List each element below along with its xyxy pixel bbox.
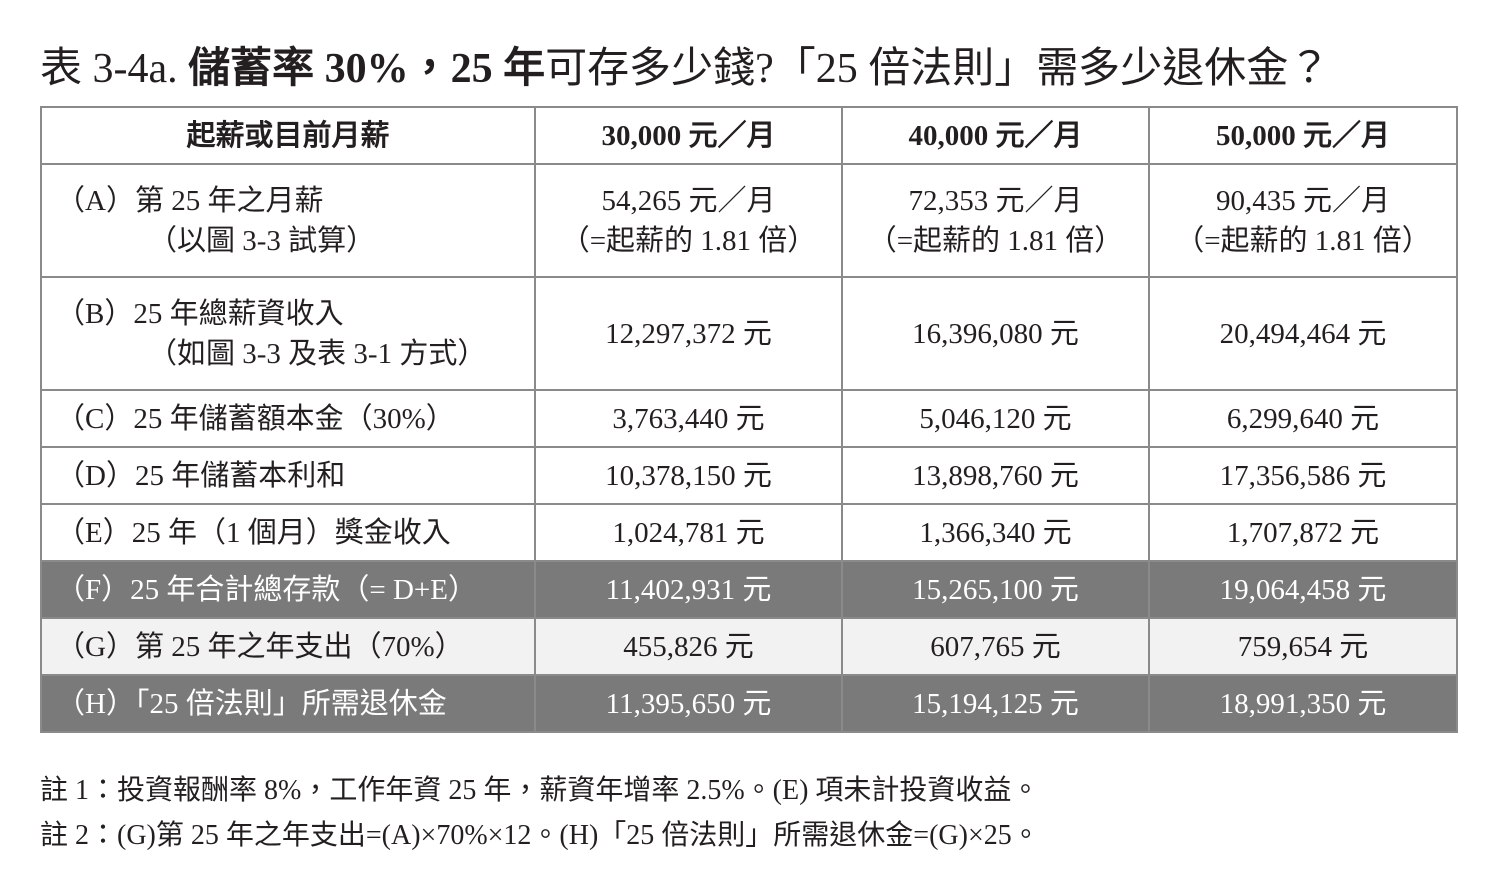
cell-line: （=起薪的 1.81 倍） bbox=[1175, 224, 1431, 257]
table-cell: 11,395,650 元 bbox=[534, 674, 843, 733]
header-row: 起薪或目前月薪 30,000 元／月 40,000 元／月 50,000 元／月 bbox=[40, 106, 1458, 165]
data-table: 起薪或目前月薪 30,000 元／月 40,000 元／月 50,000 元／月 （A… bbox=[40, 106, 1458, 733]
table-cell: 10,378,150 元 bbox=[534, 446, 843, 505]
note: 註 2：(G)第 25 年之年支出=(A)×70%×12。(H)「25 倍法則」… bbox=[40, 820, 1040, 851]
cell-line: 16,396,080 元 bbox=[912, 317, 1079, 350]
title-part: 表 3-4a. bbox=[40, 46, 189, 92]
cell-line: （F）25 年合計總存款（= D+E） bbox=[56, 573, 477, 606]
cell-line: 90,435 元／月 bbox=[1215, 184, 1390, 217]
row-label: （F）25 年合計總存款（= D+E） bbox=[40, 560, 536, 619]
table-cell: 607,765 元 bbox=[841, 617, 1150, 676]
cell-line: （以圖 3-3 試算） bbox=[148, 224, 376, 257]
cell-line: （B）25 年總薪資收入 bbox=[56, 297, 344, 330]
table-row: （D）25 年儲蓄本利和 10,378,150 元 13,898,760 元 17,3… bbox=[40, 446, 1458, 505]
notes: 註 1：投資報酬率 8%，工作年資 25 年，薪資年增率 2.5%。(E) 項未… bbox=[40, 768, 1040, 858]
table-cell: 18,991,350 元 bbox=[1148, 674, 1458, 733]
table-cell: 455,826 元 bbox=[534, 617, 843, 676]
cell-line: 1,024,781 元 bbox=[612, 516, 765, 549]
column-header: 起薪或目前月薪 bbox=[40, 106, 536, 165]
table-cell: 19,064,458 元 bbox=[1148, 560, 1458, 619]
cell-line: （C）25 年儲蓄額本金（30%） bbox=[56, 402, 455, 435]
row-label: （D）25 年儲蓄本利和 bbox=[40, 446, 536, 505]
column-header: 50,000 元／月 bbox=[1148, 106, 1458, 165]
row-label: （E）25 年（1 個月）獎金收入 bbox=[40, 503, 536, 562]
column-header: 40,000 元／月 bbox=[841, 106, 1150, 165]
cell-line: 3,763,440 元 bbox=[612, 402, 765, 435]
title: 表 3-4a. 儲蓄率 30%，25 年可存多少錢?「25 倍法則」需多少退休金… bbox=[40, 34, 1330, 95]
table-cell: 1,024,781 元 bbox=[534, 503, 843, 562]
row-label: （C）25 年儲蓄額本金（30%） bbox=[40, 389, 536, 448]
table-cell: 759,654 元 bbox=[1148, 617, 1458, 676]
table-cell: 6,299,640 元 bbox=[1148, 389, 1458, 448]
table-cell: 12,297,372 元 bbox=[534, 276, 843, 391]
cell-line: 19,064,458 元 bbox=[1219, 573, 1387, 606]
table-cell: 5,046,120 元 bbox=[841, 389, 1150, 448]
cell-line: （G）第 25 年之年支出（70%） bbox=[56, 630, 464, 663]
cell-line: 5,046,120 元 bbox=[919, 402, 1072, 435]
cell-line: 1,366,340 元 bbox=[919, 516, 1072, 549]
table-cell: 90,435 元／月 （=起薪的 1.81 倍） bbox=[1148, 163, 1458, 278]
cell-line: （如圖 3-3 及表 3-1 方式） bbox=[148, 337, 487, 370]
cell-line: （E）25 年（1 個月）獎金收入 bbox=[56, 516, 451, 549]
title-part: 可存多少錢?「25 倍法則」需多少退休金？ bbox=[545, 46, 1331, 92]
table-row: （C）25 年儲蓄額本金（30%） 3,763,440 元 5,046,120 元 6… bbox=[40, 389, 1458, 448]
row-label: （B）25 年總薪資收入 （如圖 3-3 及表 3-1 方式） bbox=[40, 276, 536, 391]
cell-line: 20,494,464 元 bbox=[1219, 317, 1387, 350]
table-cell: 16,396,080 元 bbox=[841, 276, 1150, 391]
cell-line: 17,356,586 元 bbox=[1219, 459, 1387, 492]
table-cell: 15,194,125 元 bbox=[841, 674, 1150, 733]
table-cell: 20,494,464 元 bbox=[1148, 276, 1458, 391]
cell-line: 54,265 元／月 bbox=[601, 184, 776, 217]
table-row: （G）第 25 年之年支出（70%） 455,826 元 607,765 元 759,… bbox=[40, 617, 1458, 676]
cell-line: 12,297,372 元 bbox=[605, 317, 772, 350]
cell-line: 10,378,150 元 bbox=[605, 459, 772, 492]
cell-line: 72,353 元／月 bbox=[908, 184, 1083, 217]
cell-line: 18,991,350 元 bbox=[1219, 687, 1387, 720]
table-row: （E）25 年（1 個月）獎金收入 1,024,781 元 1,366,340 元 1… bbox=[40, 503, 1458, 562]
cell-line: （H）「25 倍法則」所需退休金 bbox=[56, 687, 447, 720]
table-cell: 17,356,586 元 bbox=[1148, 446, 1458, 505]
cell-line: 1,707,872 元 bbox=[1226, 516, 1380, 549]
table-row: （B）25 年總薪資收入 （如圖 3-3 及表 3-1 方式） 12,297,372… bbox=[40, 276, 1458, 391]
cell-line: （D）25 年儲蓄本利和 bbox=[56, 459, 346, 492]
cell-line: （=起薪的 1.81 倍） bbox=[560, 224, 817, 257]
table-row: （H）「25 倍法則」所需退休金 11,395,650 元 15,194,125 元… bbox=[40, 674, 1458, 733]
cell-line: 15,265,100 元 bbox=[912, 573, 1079, 606]
table-cell: 1,366,340 元 bbox=[841, 503, 1150, 562]
cell-line: 607,765 元 bbox=[930, 630, 1061, 663]
row-label: （A）第 25 年之月薪 （以圖 3-3 試算） bbox=[40, 163, 536, 278]
note: 註 1：投資報酬率 8%，工作年資 25 年，薪資年增率 2.5%。(E) 項未… bbox=[40, 775, 1040, 806]
table-cell: 1,707,872 元 bbox=[1148, 503, 1458, 562]
cell-line: 11,395,650 元 bbox=[605, 687, 772, 720]
table-cell: 13,898,760 元 bbox=[841, 446, 1150, 505]
column-header: 30,000 元／月 bbox=[534, 106, 843, 165]
row-label: （G）第 25 年之年支出（70%） bbox=[40, 617, 536, 676]
table-cell: 54,265 元／月 （=起薪的 1.81 倍） bbox=[534, 163, 843, 278]
title-part: 儲蓄率 30%，25 年 bbox=[188, 46, 546, 92]
cell-line: 759,654 元 bbox=[1237, 630, 1369, 663]
table-cell: 3,763,440 元 bbox=[534, 389, 843, 448]
table-row: （A）第 25 年之月薪 （以圖 3-3 試算） 54,265 元／月 （=起薪的 1… bbox=[40, 163, 1458, 278]
cell-line: 15,194,125 元 bbox=[912, 687, 1079, 720]
cell-line: 11,402,931 元 bbox=[605, 573, 772, 606]
table-row: （F）25 年合計總存款（= D+E） 11,402,931 元 15,265,10… bbox=[40, 560, 1458, 619]
table-cell: 72,353 元／月 （=起薪的 1.81 倍） bbox=[841, 163, 1150, 278]
cell-line: 6,299,640 元 bbox=[1226, 402, 1380, 435]
row-label: （H）「25 倍法則」所需退休金 bbox=[40, 674, 536, 733]
cell-line: （A）第 25 年之月薪 bbox=[56, 184, 324, 217]
cell-line: 455,826 元 bbox=[623, 630, 754, 663]
table-cell: 15,265,100 元 bbox=[841, 560, 1150, 619]
cell-line: （=起薪的 1.81 倍） bbox=[867, 224, 1124, 257]
cell-line: 13,898,760 元 bbox=[912, 459, 1079, 492]
table-cell: 11,402,931 元 bbox=[534, 560, 843, 619]
